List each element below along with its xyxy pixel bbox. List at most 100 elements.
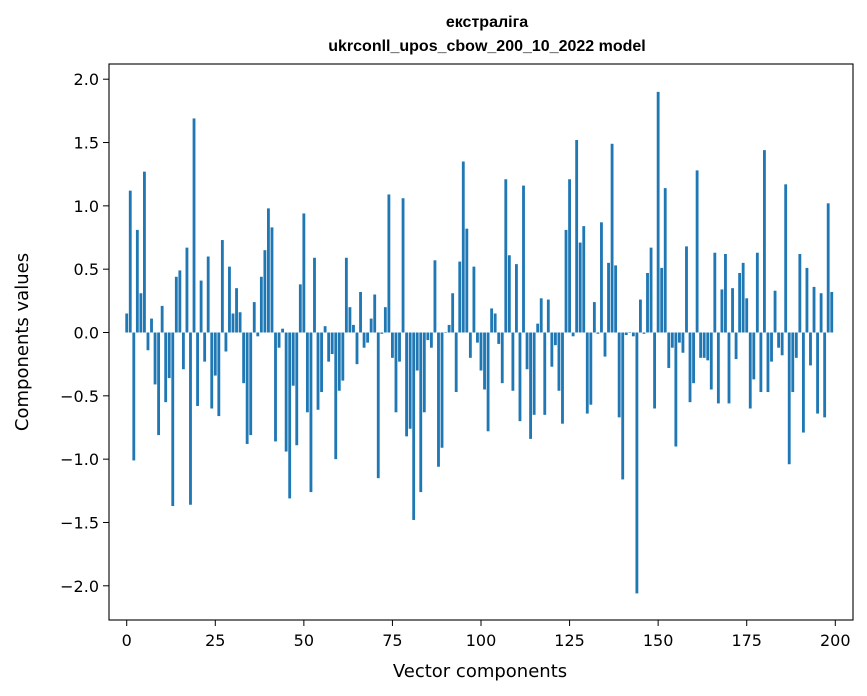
bar-161 bbox=[695, 170, 699, 333]
bar-7 bbox=[150, 318, 153, 333]
bar-133 bbox=[596, 332, 600, 334]
bar-39 bbox=[263, 250, 267, 333]
bar-90 bbox=[444, 332, 447, 333]
bar-199 bbox=[830, 291, 834, 333]
bar-69 bbox=[369, 318, 373, 333]
bars-group bbox=[125, 91, 834, 594]
y-tick-label: −1.0 bbox=[60, 450, 99, 469]
bar-126 bbox=[571, 332, 575, 337]
y-tick-label: 1.0 bbox=[74, 197, 99, 216]
bar-111 bbox=[518, 332, 522, 422]
bar-167 bbox=[716, 332, 720, 404]
bar-188 bbox=[791, 332, 795, 393]
bar-24 bbox=[210, 332, 214, 409]
y-tick-label: 2.0 bbox=[74, 70, 99, 89]
bar-13 bbox=[171, 332, 175, 507]
x-tick-label: 150 bbox=[643, 631, 674, 650]
bar-177 bbox=[752, 332, 756, 380]
bar-159 bbox=[688, 332, 692, 403]
y-tick-label: −2.0 bbox=[60, 577, 99, 596]
bar-64 bbox=[352, 324, 355, 333]
bar-173 bbox=[738, 272, 742, 333]
bar-66 bbox=[359, 291, 362, 333]
bar-105 bbox=[497, 332, 501, 344]
bar-8 bbox=[153, 332, 157, 385]
bar-179 bbox=[759, 332, 763, 393]
bar-147 bbox=[646, 272, 649, 333]
bar-58 bbox=[330, 332, 334, 355]
bar-3 bbox=[135, 229, 139, 333]
bar-17 bbox=[185, 247, 189, 333]
bar-46 bbox=[288, 332, 292, 499]
bar-169 bbox=[724, 253, 727, 333]
x-tick-label: 25 bbox=[205, 631, 225, 650]
bar-82 bbox=[415, 332, 419, 371]
bar-118 bbox=[543, 332, 547, 415]
bar-48 bbox=[295, 332, 299, 446]
bar-47 bbox=[291, 332, 295, 386]
bar-156 bbox=[677, 332, 681, 343]
bar-129 bbox=[582, 226, 586, 333]
chart-subtitle: ukrconll_upos_cbow_200_10_2022 model bbox=[328, 38, 645, 55]
bar-16 bbox=[181, 332, 185, 370]
bar-123 bbox=[561, 332, 564, 424]
bar-23 bbox=[206, 256, 210, 333]
bar-115 bbox=[532, 332, 536, 415]
bar-114 bbox=[529, 332, 533, 439]
bar-144 bbox=[635, 332, 639, 594]
bar-43 bbox=[277, 332, 281, 348]
bar-112 bbox=[522, 185, 525, 333]
bar-141 bbox=[624, 332, 628, 336]
bar-121 bbox=[553, 332, 557, 346]
bar-150 bbox=[656, 91, 660, 333]
bar-1 bbox=[128, 190, 132, 333]
bar-83 bbox=[419, 332, 423, 493]
bar-30 bbox=[231, 313, 235, 333]
bar-4 bbox=[139, 293, 143, 333]
bar-198 bbox=[826, 203, 830, 333]
bar-100 bbox=[479, 332, 483, 371]
bar-158 bbox=[685, 246, 688, 333]
bar-165 bbox=[709, 332, 713, 390]
bar-15 bbox=[178, 270, 182, 333]
bar-62 bbox=[344, 257, 348, 333]
y-tick-label: 0.5 bbox=[74, 260, 99, 279]
bar-57 bbox=[327, 332, 331, 362]
bar-5 bbox=[143, 171, 146, 333]
bar-127 bbox=[575, 139, 579, 333]
bar-21 bbox=[199, 280, 203, 333]
x-tick-label: 125 bbox=[554, 631, 585, 650]
bar-134 bbox=[600, 222, 603, 333]
bar-155 bbox=[674, 332, 678, 447]
bar-78 bbox=[401, 198, 405, 333]
bar-136 bbox=[607, 262, 610, 333]
bar-120 bbox=[550, 332, 554, 367]
bar-41 bbox=[270, 227, 274, 333]
bar-53 bbox=[313, 257, 316, 333]
bar-149 bbox=[653, 332, 657, 409]
bar-26 bbox=[217, 332, 221, 417]
x-tick-label: 0 bbox=[122, 631, 132, 650]
bar-152 bbox=[663, 188, 667, 333]
bar-68 bbox=[366, 332, 370, 343]
bar-61 bbox=[341, 332, 345, 381]
bar-52 bbox=[309, 332, 313, 493]
y-tick-label: −1.5 bbox=[60, 513, 99, 532]
bar-18 bbox=[189, 332, 192, 505]
bar-96 bbox=[465, 228, 469, 333]
bar-99 bbox=[476, 332, 479, 343]
bar-162 bbox=[699, 332, 703, 358]
bar-146 bbox=[642, 332, 646, 334]
bar-10 bbox=[160, 305, 164, 333]
bar-172 bbox=[734, 332, 738, 360]
bar-110 bbox=[515, 264, 518, 333]
bar-122 bbox=[557, 332, 561, 391]
bar-139 bbox=[617, 332, 621, 418]
bar-14 bbox=[174, 276, 178, 333]
bar-117 bbox=[539, 298, 543, 333]
bar-42 bbox=[274, 332, 277, 442]
bar-91 bbox=[447, 324, 451, 333]
bar-145 bbox=[639, 299, 642, 333]
bar-87 bbox=[433, 260, 437, 333]
